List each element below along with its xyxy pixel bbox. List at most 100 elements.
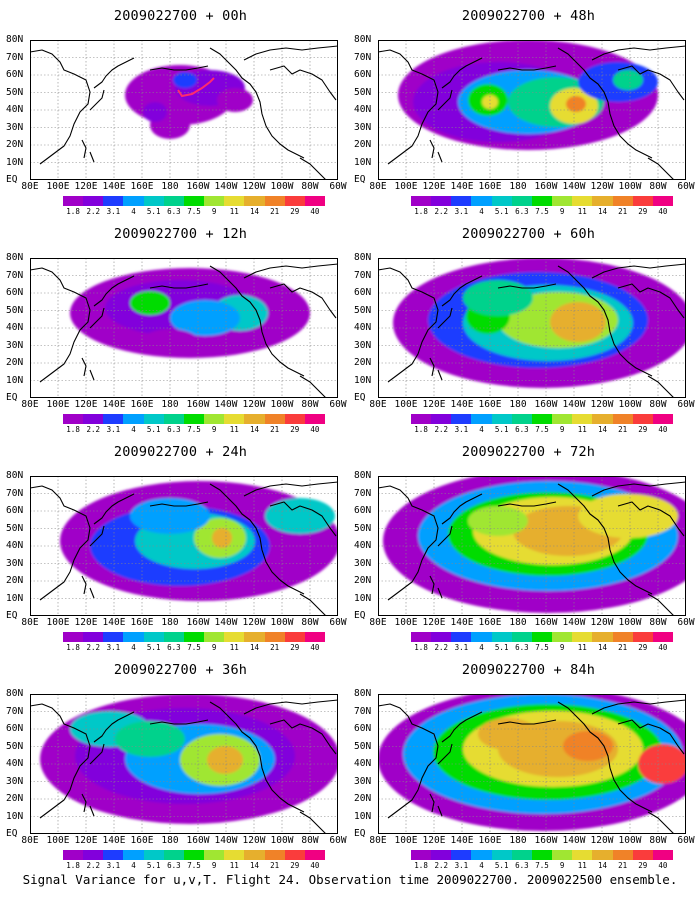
lon-tick-label: 160E: [478, 617, 502, 628]
colorbar-tick-label: 9: [559, 643, 565, 652]
variance-map: [378, 258, 686, 398]
variance-contour: [478, 718, 538, 750]
lon-tick-label: 180: [161, 835, 179, 846]
lon-tick-label: 100W: [618, 399, 642, 410]
lon-tick-label: 100E: [394, 399, 418, 410]
colorbar-tick-label: 1.8: [414, 861, 428, 870]
colorbar-tick-label: 1.8: [66, 207, 80, 216]
lon-tick-label: 100W: [270, 181, 294, 192]
lon-tick-label: 140W: [214, 835, 238, 846]
colorbar-swatch: [632, 632, 654, 642]
lon-tick-label: 80W: [301, 399, 319, 410]
colorbar-tick-label: 11: [577, 425, 587, 434]
colorbar-swatch: [572, 414, 593, 424]
colorbar-tick-label: 21: [270, 861, 280, 870]
lat-tick-label: 70N: [354, 51, 372, 63]
lon-tick-label: 180: [509, 399, 527, 410]
colorbar-swatch: [552, 632, 573, 642]
lat-tick-label: 50N: [6, 304, 24, 316]
forecast-panel-36h: 2009022700 + 36h 80N 70N 60N 50N 40N 30N 20N 10N…: [6, 654, 353, 870]
lon-tick-label: 140E: [102, 835, 126, 846]
lon-tick-label: 120W: [590, 617, 614, 628]
lat-tick-label: 80N: [354, 470, 372, 481]
colorbar: [63, 632, 326, 642]
colorbar-tick-label: 40: [658, 861, 668, 870]
colorbar-swatch: [552, 850, 573, 860]
colorbar-tick-label: 4: [131, 643, 136, 652]
colorbar-tick-label: 5.1: [494, 425, 509, 434]
colorbar-tick-label: 29: [290, 425, 300, 434]
colorbar-tick-label: 29: [638, 207, 648, 216]
colorbar-swatch: [451, 196, 472, 206]
variance-map: [30, 258, 338, 398]
colorbar-swatch: [244, 196, 266, 206]
colorbar-tick-label: 6.3: [515, 643, 529, 652]
lat-tick-label: 70N: [6, 487, 24, 499]
colorbar-swatch: [123, 196, 145, 206]
colorbar-swatch: [552, 414, 573, 424]
lat-tick-label: EQ: [354, 828, 366, 839]
colorbar-tick-label: 9: [211, 861, 217, 870]
colorbar-swatch: [244, 632, 266, 642]
colorbar-tick-label: 6.3: [167, 207, 181, 216]
colorbar-tick-label: 9: [559, 425, 565, 434]
lat-tick-label: 10N: [6, 156, 24, 168]
colorbar-swatch: [304, 196, 326, 206]
colorbar-tick-label: 40: [310, 207, 320, 216]
colorbar-tick-label: 6.3: [167, 861, 181, 870]
lon-tick-label: 120W: [590, 181, 614, 192]
lon-tick-label: 180: [161, 181, 179, 192]
colorbar-swatch: [284, 414, 306, 424]
colorbar-swatch: [431, 850, 452, 860]
lat-tick-label: 60N: [354, 287, 372, 298]
colorbar: [63, 850, 326, 860]
lat-tick-label: 80N: [354, 34, 372, 45]
colorbar-swatch: [183, 632, 205, 642]
lon-tick-label: 100W: [618, 835, 642, 846]
lon-tick-label: 120W: [242, 617, 266, 628]
lat-tick-label: 20N: [6, 575, 24, 586]
colorbar-tick-label: 4: [479, 643, 484, 652]
coastlines: [30, 45, 338, 180]
variance-contour: [130, 291, 170, 315]
lon-tick-label: 160E: [130, 835, 154, 846]
lat-tick-label: 10N: [6, 374, 24, 386]
colorbar-tick-label: 40: [658, 207, 668, 216]
lon-tick-label: 140W: [562, 181, 586, 192]
lat-tick-label: 80N: [6, 470, 24, 481]
colorbar-tick-label: 3.1: [106, 861, 121, 870]
lon-tick-label: 120W: [242, 181, 266, 192]
lon-tick-label: 160W: [186, 617, 210, 628]
lat-tick-label: 30N: [354, 557, 372, 569]
colorbar-tick-label: 5.1: [146, 861, 161, 870]
lat-tick-label: 20N: [354, 793, 372, 804]
colorbar-swatch: [63, 850, 84, 860]
colorbar-tick-label: 7.5: [535, 207, 549, 216]
lon-tick-label: 160W: [534, 835, 558, 846]
lat-tick-label: 30N: [354, 775, 372, 787]
coastlines: [378, 263, 686, 398]
colorbar-tick-label: 7.5: [535, 425, 549, 434]
colorbar-tick-label: 9: [211, 425, 217, 434]
colorbar-swatch: [83, 850, 104, 860]
colorbar-swatch: [204, 850, 225, 860]
lon-tick-label: 160W: [534, 181, 558, 192]
colorbar-tick-label: 1.8: [66, 425, 80, 434]
colorbar: [411, 414, 674, 424]
lon-tick-label: 140E: [102, 181, 126, 192]
variance-contour: [207, 746, 243, 774]
colorbar-tick-label: 11: [577, 861, 587, 870]
colorbar-tick-label: 29: [638, 643, 648, 652]
lon-tick-label: 140W: [214, 617, 238, 628]
colorbar-swatch: [471, 632, 493, 642]
variance-contour: [265, 498, 335, 534]
colorbar-swatch: [304, 414, 326, 424]
flight-track: [177, 77, 215, 98]
colorbar-swatch: [163, 196, 185, 206]
colorbar-swatch: [592, 196, 614, 206]
colorbar-tick-label: 1.8: [414, 425, 428, 434]
colorbar-tick-label: 29: [290, 861, 300, 870]
variance-contour: [563, 731, 613, 761]
colorbar-swatch: [451, 632, 472, 642]
lat-tick-label: 40N: [6, 322, 24, 333]
